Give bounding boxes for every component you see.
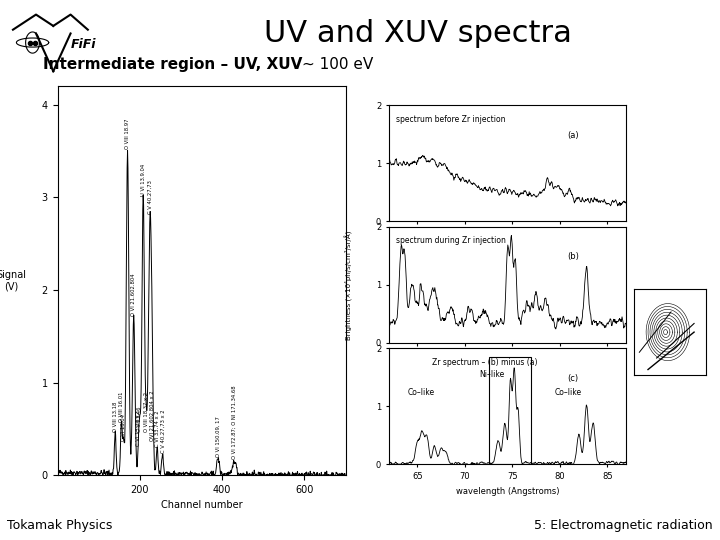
Text: C VI 13.04: C VI 13.04 xyxy=(122,414,126,441)
Text: UV and XUV spectra: UV and XUV spectra xyxy=(264,19,572,48)
Text: OVI 21.602 804 x 2: OVI 21.602 804 x 2 xyxy=(150,390,155,441)
Bar xyxy=(489,357,531,464)
Text: C V 23.46: C V 23.46 xyxy=(138,406,143,431)
Text: (c): (c) xyxy=(567,374,578,383)
Text: Co–like: Co–like xyxy=(408,388,435,397)
Text: C VI 13.04 x2: C VI 13.04 x2 xyxy=(136,410,141,445)
Text: C V 40.27,73 x 2: C V 40.27,73 x 2 xyxy=(161,409,166,453)
Text: O VIII 16.01: O VIII 16.01 xyxy=(119,392,124,422)
Text: Brightness (×10⁴ph/s/cm²/sr/Å): Brightness (×10⁴ph/s/cm²/sr/Å) xyxy=(345,230,354,340)
Text: Zr spectrum – (b) minus (a): Zr spectrum – (b) minus (a) xyxy=(431,357,537,367)
Text: O VI 150.09, 17: O VI 150.09, 17 xyxy=(216,416,221,457)
Text: ~ 100 eV: ~ 100 eV xyxy=(302,57,374,72)
Text: O VI 21.602.804: O VI 21.602.804 xyxy=(131,273,136,316)
Text: O VIII 18.97: O VIII 18.97 xyxy=(125,119,130,150)
Text: Tokamak Physics: Tokamak Physics xyxy=(7,519,112,532)
Text: C V 40.27,73: C V 40.27,73 xyxy=(148,180,153,214)
Text: C VI 33.74 x 2: C VI 33.74 x 2 xyxy=(155,411,160,448)
Text: FiFi: FiFi xyxy=(71,38,96,51)
Text: U VI 13.9.04: U VI 13.9.04 xyxy=(140,164,145,195)
Text: (b): (b) xyxy=(567,252,579,261)
Text: O VIII 18.37 x 2: O VIII 18.37 x 2 xyxy=(143,392,148,431)
Text: Intermediate region – UV, XUV: Intermediate region – UV, XUV xyxy=(43,57,302,72)
Text: 5: Electromagnetic radiation: 5: Electromagnetic radiation xyxy=(534,519,713,532)
Y-axis label: Signal
(V): Signal (V) xyxy=(0,270,26,292)
Text: O VI 172.87; O NI 171.34.68: O VI 172.87; O NI 171.34.68 xyxy=(232,386,237,460)
Text: Co–like: Co–like xyxy=(555,388,582,397)
Text: spectrum during Zr injection: spectrum during Zr injection xyxy=(396,236,506,245)
Text: (a): (a) xyxy=(567,131,579,140)
Text: Ni–like: Ni–like xyxy=(479,370,504,379)
Text: O VIII 13.18: O VIII 13.18 xyxy=(113,401,117,431)
Text: spectrum before Zr injection: spectrum before Zr injection xyxy=(396,114,505,124)
X-axis label: Channel number: Channel number xyxy=(161,501,243,510)
X-axis label: wavelength (Angstroms): wavelength (Angstroms) xyxy=(456,487,559,496)
